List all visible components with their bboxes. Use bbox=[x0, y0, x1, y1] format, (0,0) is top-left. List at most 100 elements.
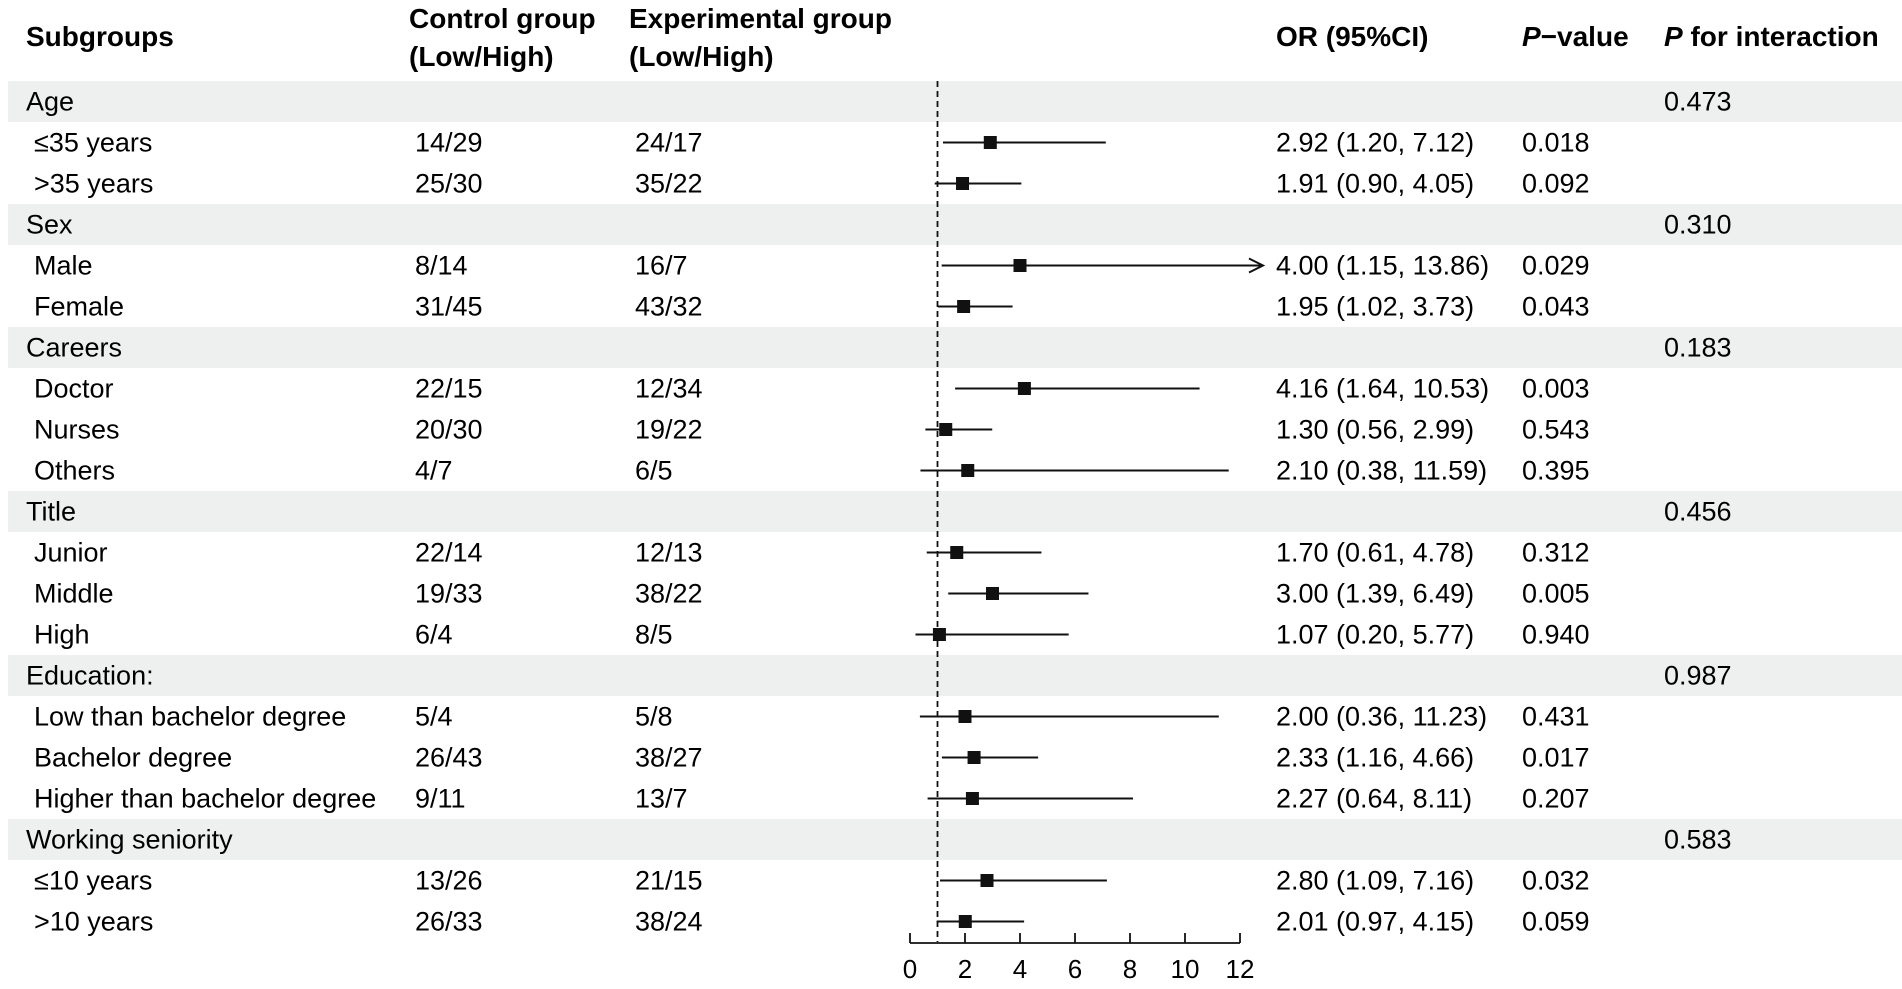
control-value: 25/30 bbox=[415, 169, 483, 199]
control-value: 6/4 bbox=[415, 620, 453, 650]
or-ci-value: 2.80 (1.09, 7.16) bbox=[1276, 866, 1474, 896]
p-value: 0.005 bbox=[1522, 579, 1590, 609]
control-value: 31/45 bbox=[415, 292, 483, 322]
or-point bbox=[986, 587, 999, 600]
x-tick-label: 4 bbox=[1013, 954, 1027, 984]
experimental-value: 8/5 bbox=[635, 620, 673, 650]
control-value: 22/15 bbox=[415, 374, 483, 404]
p-interaction-value: 0.183 bbox=[1664, 333, 1732, 363]
or-point bbox=[958, 710, 972, 723]
or-ci-value: 4.00 (1.15, 13.86) bbox=[1276, 251, 1489, 281]
p-value: 0.018 bbox=[1522, 128, 1590, 158]
control-value: 19/33 bbox=[415, 579, 483, 609]
p-value: 0.395 bbox=[1522, 456, 1590, 486]
or-ci-value: 1.07 (0.20, 5.77) bbox=[1276, 620, 1474, 650]
group-band bbox=[8, 81, 1902, 122]
experimental-value: 24/17 bbox=[635, 128, 703, 158]
subgroup-label: ≤10 years bbox=[34, 866, 152, 896]
or-point bbox=[983, 136, 997, 149]
subgroup-label: Others bbox=[34, 456, 115, 486]
experimental-value: 38/27 bbox=[635, 743, 703, 773]
p-value: 0.043 bbox=[1522, 292, 1590, 322]
p-interaction-value: 0.583 bbox=[1664, 825, 1732, 855]
row-bands bbox=[8, 81, 1902, 860]
p-interaction-value: 0.456 bbox=[1664, 497, 1732, 527]
x-tick-label: 0 bbox=[903, 954, 917, 984]
group-label: Education: bbox=[26, 661, 154, 691]
control-value: 13/26 bbox=[415, 866, 483, 896]
or-ci-value: 4.16 (1.64, 10.53) bbox=[1276, 374, 1489, 404]
subgroup-label: Male bbox=[34, 251, 93, 281]
subgroup-label: Nurses bbox=[34, 415, 120, 445]
or-ci-value: 3.00 (1.39, 6.49) bbox=[1276, 579, 1474, 609]
control-value: 26/33 bbox=[415, 907, 483, 937]
or-ci-value: 2.10 (0.38, 11.59) bbox=[1276, 456, 1487, 486]
control-value: 26/43 bbox=[415, 743, 483, 773]
experimental-value: 12/34 bbox=[635, 374, 703, 404]
header-experimental-line2: (Low/High) bbox=[629, 41, 774, 72]
or-point bbox=[967, 751, 981, 764]
x-tick-label: 12 bbox=[1226, 954, 1255, 984]
or-ci-value: 2.92 (1.20, 7.12) bbox=[1276, 128, 1474, 158]
p-interaction-value: 0.473 bbox=[1664, 87, 1732, 117]
control-value: 22/14 bbox=[415, 538, 483, 568]
subgroup-label: Female bbox=[34, 292, 124, 322]
p-value: 0.431 bbox=[1522, 702, 1590, 732]
or-ci-value: 1.95 (1.02, 3.73) bbox=[1276, 292, 1474, 322]
or-ci-value: 2.00 (0.36, 11.23) bbox=[1276, 702, 1487, 732]
header-control-line2: (Low/High) bbox=[409, 41, 554, 72]
control-value: 20/30 bbox=[415, 415, 483, 445]
or-ci-value: 1.30 (0.56, 2.99) bbox=[1276, 415, 1474, 445]
or-point bbox=[980, 874, 994, 887]
subgroup-label: ≤35 years bbox=[34, 128, 152, 158]
header-subgroups: Subgroups bbox=[26, 21, 174, 52]
control-value: 14/29 bbox=[415, 128, 483, 158]
or-point bbox=[939, 423, 953, 436]
subgroup-label: Low than bachelor degree bbox=[34, 702, 346, 732]
experimental-value: 19/22 bbox=[635, 415, 703, 445]
header-p-interaction-rest: for interaction bbox=[1683, 21, 1879, 52]
experimental-value: 13/7 bbox=[635, 784, 688, 814]
control-value: 9/11 bbox=[415, 784, 466, 814]
header-pvalue-italic: P bbox=[1522, 21, 1541, 52]
control-value: 5/4 bbox=[415, 702, 453, 732]
experimental-value: 38/24 bbox=[635, 907, 703, 937]
or-ci-value: 1.70 (0.61, 4.78) bbox=[1276, 538, 1474, 568]
or-point bbox=[957, 300, 971, 313]
or-ci-value: 2.01 (0.97, 4.15) bbox=[1276, 907, 1474, 937]
or-point bbox=[965, 792, 979, 805]
header-or: OR (95%CI) bbox=[1276, 21, 1428, 52]
experimental-value: 6/5 bbox=[635, 456, 673, 486]
p-interaction-value: 0.987 bbox=[1664, 661, 1732, 691]
or-point bbox=[932, 628, 946, 641]
or-ci-value: 2.27 (0.64, 8.11) bbox=[1276, 784, 1472, 814]
group-label: Careers bbox=[26, 333, 122, 363]
p-value: 0.059 bbox=[1522, 907, 1590, 937]
control-value: 4/7 bbox=[415, 456, 453, 486]
p-value: 0.017 bbox=[1522, 743, 1590, 773]
header-experimental-line1: Experimental group bbox=[629, 3, 892, 34]
group-label: Title bbox=[26, 497, 76, 527]
subgroup-label: Bachelor degree bbox=[34, 743, 232, 773]
column-headers: Subgroups Control group (Low/High) Exper… bbox=[26, 3, 1879, 72]
header-p-interaction-italic: P bbox=[1664, 21, 1683, 52]
experimental-value: 5/8 bbox=[635, 702, 673, 732]
subgroup-label: Middle bbox=[34, 579, 114, 609]
ci-arrow bbox=[1248, 257, 1266, 274]
or-point bbox=[961, 464, 975, 477]
group-band bbox=[8, 204, 1902, 245]
subgroup-label: >35 years bbox=[34, 169, 153, 199]
header-p-interaction: P for interaction bbox=[1664, 21, 1879, 52]
group-band bbox=[8, 655, 1902, 696]
p-value: 0.032 bbox=[1522, 866, 1590, 896]
p-interaction-value: 0.310 bbox=[1664, 210, 1732, 240]
group-label: Age bbox=[26, 87, 74, 117]
p-value: 0.940 bbox=[1522, 620, 1590, 650]
group-band bbox=[8, 327, 1902, 368]
p-value: 0.092 bbox=[1522, 169, 1590, 199]
or-ci-value: 1.91 (0.90, 4.05) bbox=[1276, 169, 1474, 199]
header-pvalue: P−value bbox=[1522, 21, 1629, 52]
table-text: Age 0.473 ≤35 years 14/29 24/17 2.92 (1.20, 7… bbox=[26, 87, 1732, 937]
subgroup-label: Junior bbox=[34, 538, 108, 568]
